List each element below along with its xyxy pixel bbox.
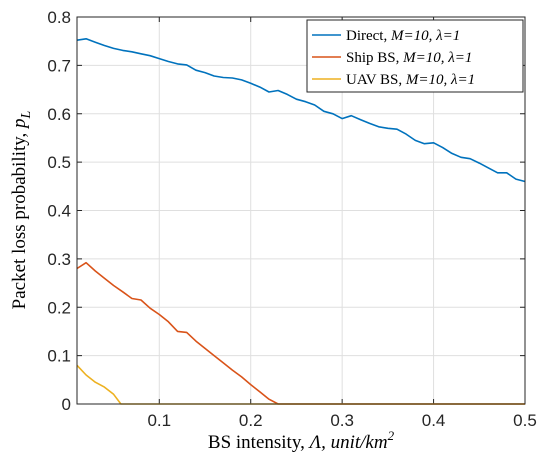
x-tick-label: 0.1: [147, 411, 171, 430]
tick-labels: 0.1 0.2 0.3 0.4 0.5 0 0.1 0.2 0.3 0.4 0.5 0.6 0.7 0.8: [47, 8, 536, 430]
x-axis-title-exponent: 2: [388, 428, 395, 443]
x-tick-label: 0.3: [330, 411, 354, 430]
legend-label-ship-bs: Ship BS, M=10, λ=1: [346, 50, 472, 66]
y-tick-label: 0.6: [47, 105, 71, 124]
legend-box: [306, 19, 524, 93]
y-tick-label: 0.4: [47, 202, 71, 221]
legend: Direct, M=10, λ=1 Ship BS, M=10, λ=1 UAV B…: [306, 19, 524, 93]
y-tick-label: 0.3: [47, 250, 71, 269]
x-axis-title-unit: , unit/km: [321, 432, 388, 453]
legend-entries: Direct, M=10, λ=1 Ship BS, M=10, λ=1 UAV B…: [312, 28, 475, 88]
x-axis-title: BS intensity, Λ, unit/km2: [208, 428, 395, 453]
series-line-direct: [76, 37, 526, 183]
y-tick-label: 0.5: [47, 153, 71, 172]
x-axis-title-prefix: BS intensity,: [208, 432, 310, 453]
y-axis-title-text: Packet loss probability,: [9, 128, 30, 309]
y-axis-title-symbol: p: [9, 118, 30, 130]
series-line-ship-bs: [76, 261, 525, 405]
plot-frame: [76, 16, 526, 405]
x-tick-label: 0.4: [422, 411, 446, 430]
y-axis-title-subscript: L: [19, 110, 34, 119]
x-tick-label: 0.2: [239, 411, 263, 430]
x-axis-title-symbol: Λ: [308, 432, 322, 453]
y-tick-label: 0.1: [47, 347, 71, 366]
y-tick-label: 0: [62, 395, 71, 414]
legend-label-direct: Direct, M=10, λ=1: [346, 28, 460, 44]
x-tick-label: 0.5: [513, 411, 537, 430]
y-tick-label: 0.8: [47, 8, 71, 27]
y-tick-label: 0.2: [47, 298, 71, 317]
y-tick-label: 0.7: [47, 56, 71, 75]
legend-label-uav-bs: UAV BS, M=10, λ=1: [346, 72, 475, 88]
y-axis-title: Packet loss probability, pL: [9, 110, 34, 309]
